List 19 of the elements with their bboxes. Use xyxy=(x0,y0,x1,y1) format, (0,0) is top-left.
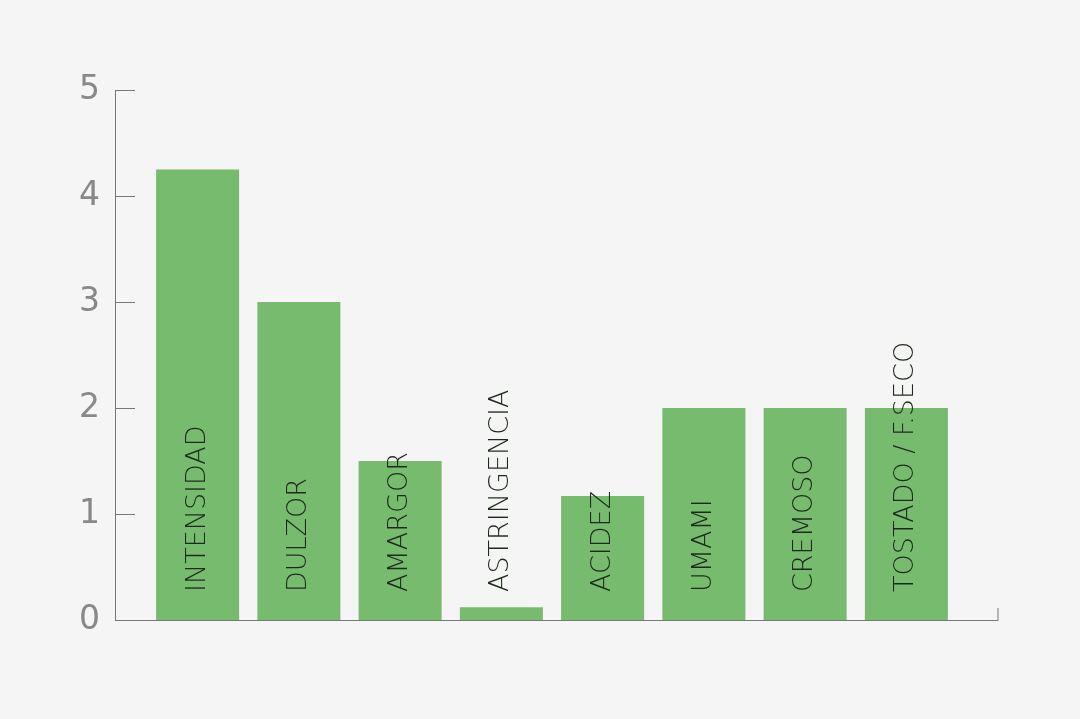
y-tick-label: 4 xyxy=(79,173,100,213)
x-tick-label: ACIDEZ xyxy=(584,490,616,592)
y-tick-label: 0 xyxy=(79,597,100,637)
x-tick-label: TOSTADO / F.SECO xyxy=(888,341,920,592)
y-tick-label: 3 xyxy=(79,279,100,319)
bar xyxy=(662,408,746,620)
bar xyxy=(763,408,847,620)
y-tick-label: 5 xyxy=(79,67,100,107)
x-tick-label: UMAMI xyxy=(685,499,717,592)
x-tick-label: ASTRINGENCIA xyxy=(483,389,515,592)
bar xyxy=(459,607,543,620)
x-tick-label: INTENSIDAD xyxy=(179,425,211,592)
bar xyxy=(257,302,341,620)
x-tick-label: AMARGOR xyxy=(382,452,414,592)
y-tick-label: 2 xyxy=(79,385,100,425)
x-tick-label: CREMOSO xyxy=(787,454,819,592)
x-tick-label: DULZOR xyxy=(280,477,312,592)
bar xyxy=(156,169,240,620)
y-tick-label: 1 xyxy=(79,491,100,531)
